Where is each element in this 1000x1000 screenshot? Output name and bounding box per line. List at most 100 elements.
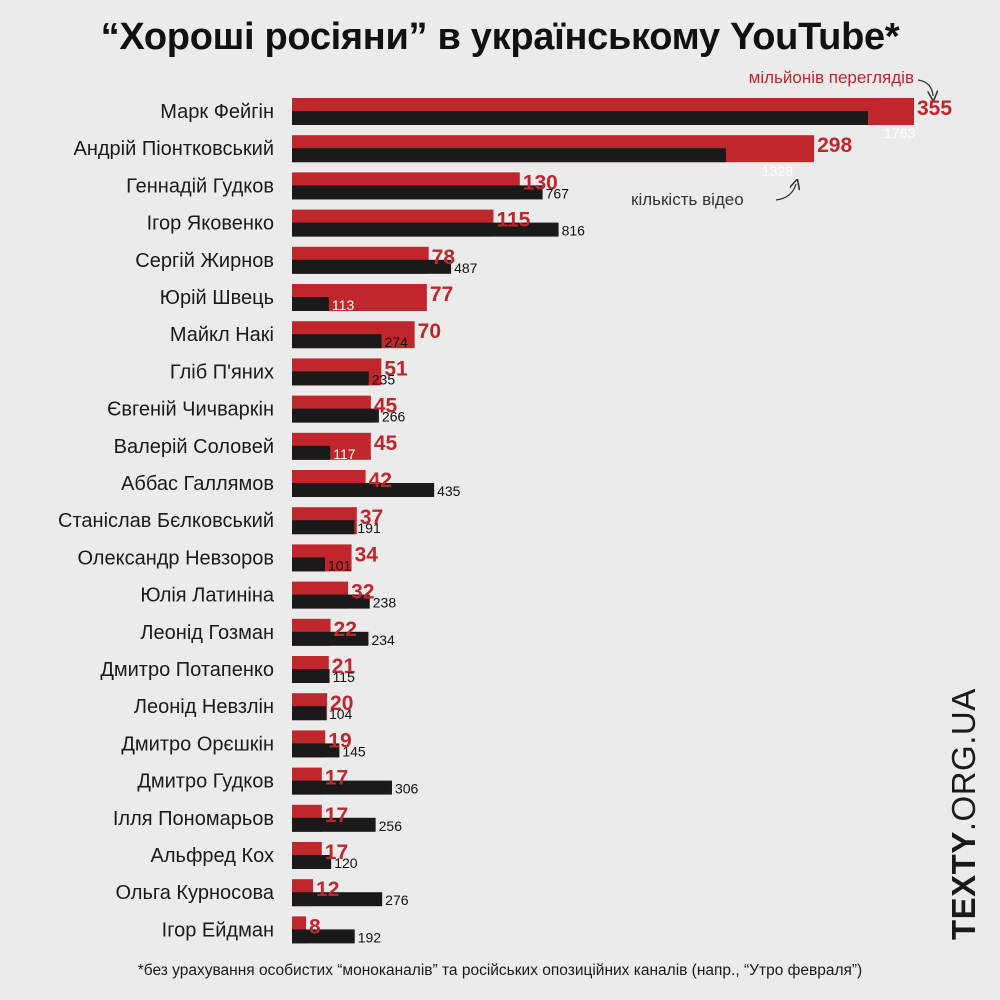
videos-bar: [292, 148, 726, 163]
videos-value-label: 234: [371, 632, 395, 648]
views-value-label: 12: [316, 878, 339, 901]
brand-logo: TEXTY.ORG.UA: [945, 688, 983, 940]
views-value-label: 298: [817, 134, 852, 157]
videos-bar: [292, 669, 330, 683]
videos-value-label: 191: [357, 520, 381, 536]
legend-videos-arrow: [775, 184, 796, 201]
views-value-label: 45: [374, 395, 398, 418]
category-label: Дмитро Орєшкін: [121, 733, 274, 755]
category-label: Сергій Жирнов: [135, 250, 274, 272]
videos-value-label: 145: [342, 743, 366, 759]
category-label: Олександр Невзоров: [77, 547, 274, 569]
videos-bar: [292, 445, 331, 460]
videos-bar: [292, 483, 435, 497]
footnote: *без урахування особистих “моноканалів” …: [137, 962, 863, 979]
videos-value-label: 266: [382, 409, 406, 425]
videos-value-label: 487: [454, 260, 478, 276]
videos-value-label: 1328: [762, 163, 793, 179]
category-label: Ігор Яковенко: [147, 213, 274, 235]
legend-views-arrow: [917, 79, 933, 96]
category-label: Дмитро Потапенко: [100, 659, 274, 681]
videos-bar: [292, 222, 559, 237]
category-label: Станіслав Бєлковський: [58, 510, 274, 532]
views-value-label: 34: [355, 543, 379, 566]
videos-bar: [292, 892, 383, 907]
videos-value-label: 274: [385, 334, 409, 350]
category-label: Геннадій Гудков: [126, 175, 274, 197]
views-value-label: 130: [523, 171, 558, 194]
videos-bar: [292, 371, 369, 386]
views-value-label: 22: [334, 618, 357, 641]
videos-value-label: 306: [395, 781, 419, 797]
views-value-label: 19: [328, 729, 351, 752]
chart-title: “Хороші росіяни” в українському YouTube*: [100, 16, 900, 58]
videos-bar: [292, 855, 332, 869]
views-value-label: 17: [325, 804, 348, 827]
videos-value-label: 192: [358, 929, 382, 945]
videos-bar: [292, 557, 325, 572]
views-value-label: 17: [325, 767, 348, 790]
views-value-label: 70: [418, 320, 441, 343]
videos-bar: [292, 780, 392, 795]
videos-value-label: 816: [562, 223, 586, 239]
videos-bar: [292, 594, 370, 609]
views-value-label: 17: [325, 841, 348, 864]
category-label: Леонід Гозман: [140, 622, 274, 644]
videos-value-label: 235: [372, 371, 396, 387]
category-label: Майкл Накі: [170, 324, 274, 346]
category-label: Ігор Ейдман: [162, 919, 274, 941]
videos-bar: [292, 929, 355, 944]
brand-bold: TEXTY: [945, 831, 982, 940]
views-value-label: 77: [430, 283, 453, 306]
category-label: Євгеній Чичваркін: [107, 399, 274, 421]
videos-bar: [292, 408, 379, 423]
videos-bar: [292, 706, 326, 721]
views-value-label: 355: [917, 97, 952, 120]
category-label: Андрій Піонтковський: [73, 138, 274, 160]
videos-value-label: 435: [437, 483, 461, 499]
brand-light: .ORG.UA: [945, 688, 982, 832]
legend-videos: кількість відео: [631, 190, 744, 209]
videos-bar: [292, 743, 340, 758]
videos-bar: [292, 185, 543, 200]
views-value-label: 45: [374, 432, 398, 455]
views-value-label: 42: [369, 469, 392, 492]
videos-value-label: 117: [333, 446, 356, 462]
views-value-label: 115: [496, 209, 530, 232]
category-label: Дмитро Гудков: [137, 771, 274, 793]
category-label: Аббас Галлямов: [121, 473, 274, 495]
videos-value-label: 104: [329, 706, 353, 722]
videos-bar: [292, 631, 369, 646]
category-label: Марк Фейгін: [160, 101, 274, 123]
category-label: Ілля Пономарьов: [113, 808, 274, 830]
videos-bar: [292, 520, 355, 535]
category-label: Гліб П'яних: [170, 361, 274, 383]
videos-value-label: 101: [328, 557, 352, 573]
legend-views: мільйонів переглядів: [748, 68, 914, 87]
views-value-label: 32: [351, 581, 374, 604]
category-label: Юлія Латиніна: [140, 585, 274, 607]
videos-value-label: 120: [334, 855, 358, 871]
videos-bar: [292, 817, 376, 832]
category-label: Юрій Швець: [160, 287, 274, 309]
videos-bar: [292, 111, 868, 125]
videos-value-label: 238: [373, 595, 397, 611]
category-label: Альфред Кох: [151, 845, 274, 867]
category-label: Леонід Невзлін: [134, 696, 274, 718]
views-value-label: 20: [330, 692, 353, 715]
videos-value-label: 276: [385, 892, 409, 908]
videos-value-label: 115: [333, 669, 356, 685]
views-value-label: 21: [332, 655, 356, 678]
videos-bar: [292, 259, 452, 274]
views-value-label: 78: [432, 246, 456, 269]
videos-bar: [292, 334, 382, 349]
category-label: Валерій Соловей: [114, 436, 274, 458]
videos-value-label: 256: [379, 818, 403, 834]
videos-value-label: 113: [332, 297, 355, 313]
videos-value-label: 1763: [884, 125, 915, 141]
views-value-label: 37: [360, 506, 383, 529]
videos-value-label: 767: [546, 185, 570, 201]
views-value-label: 8: [309, 915, 321, 938]
views-value-label: 51: [384, 357, 408, 380]
category-label: Ольга Курносова: [115, 882, 274, 904]
